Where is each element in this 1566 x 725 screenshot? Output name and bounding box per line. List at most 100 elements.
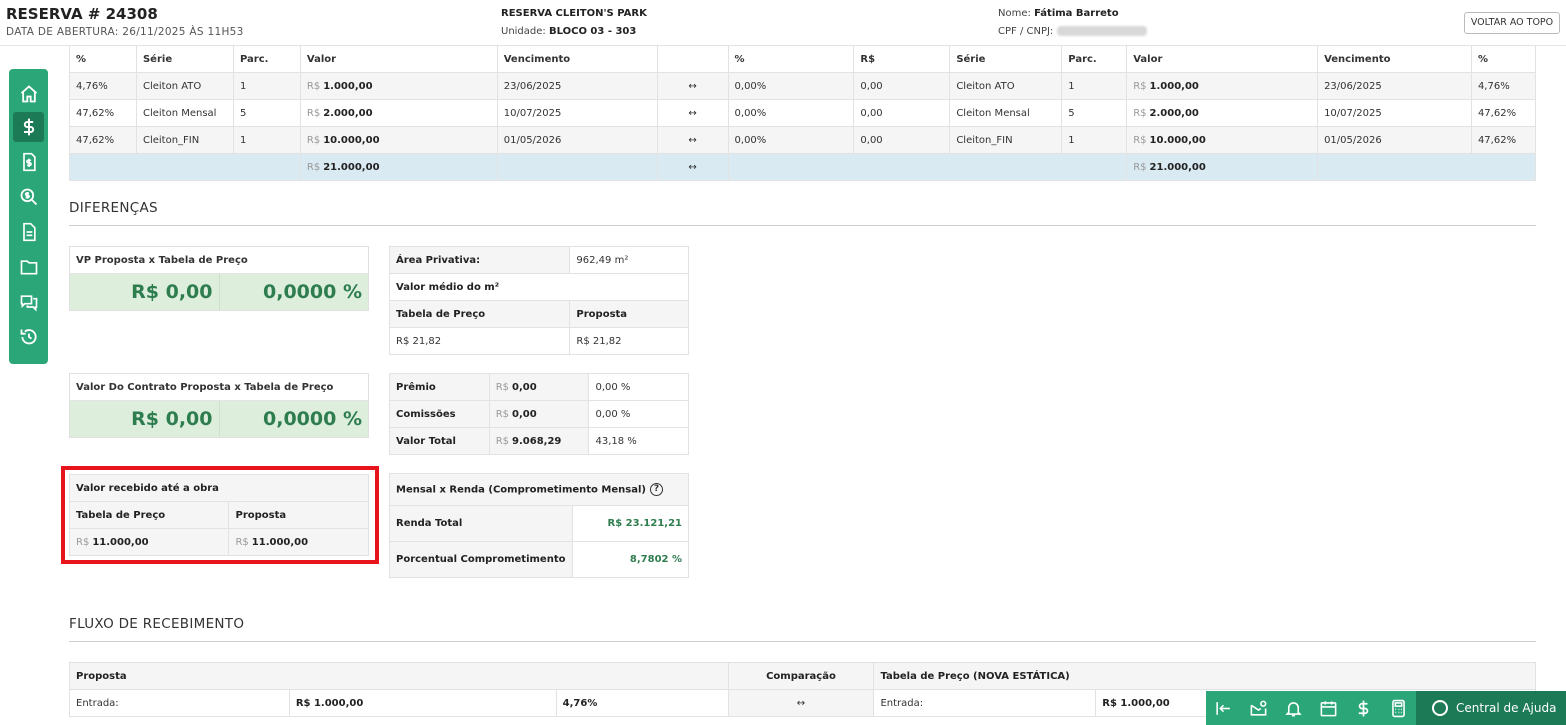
sidebar-item-history[interactable]	[13, 322, 44, 352]
sidebar-item-document[interactable]	[13, 217, 44, 247]
dollar-icon	[23, 118, 34, 136]
parc-right: 1	[1061, 72, 1128, 100]
cpf-label: CPF / CNPJ:	[998, 26, 1054, 37]
help-center-button[interactable]: Central de Ajuda	[1416, 691, 1566, 725]
comissoes-value: R$ 0,00	[488, 400, 590, 428]
section-divider	[69, 641, 1536, 642]
valor-left: R$ 2.000,00	[299, 99, 498, 127]
proposta-value: R$ 21,82	[569, 327, 689, 355]
currency: R$	[306, 107, 321, 119]
contract-diff-card: Valor Do Contrato Proposta x Tabela de P…	[69, 373, 369, 438]
pct-right: 4,76%	[1470, 72, 1537, 100]
venc-left: 23/06/2025	[496, 72, 658, 100]
home-icon	[20, 85, 37, 103]
finance-button[interactable]	[1346, 691, 1381, 725]
compare-arrow-icon: ↔	[656, 153, 729, 181]
project-name: RESERVA CLEITON'S PARK	[501, 8, 647, 19]
collapse-button[interactable]	[1206, 691, 1241, 725]
col-header	[656, 45, 729, 73]
cpf-value-redacted	[1057, 26, 1148, 36]
folder-icon	[20, 260, 37, 275]
sidebar-item-folder[interactable]	[13, 252, 44, 282]
serie-right: Cleiton Mensal	[949, 99, 1063, 127]
compare-arrow-icon: ↔	[656, 126, 729, 154]
amount: 2.000,00	[323, 107, 373, 119]
currency: R$	[495, 381, 510, 393]
col-proposta: Proposta	[569, 300, 689, 328]
compare-arrow-icon: ↔	[656, 72, 729, 100]
table-row: 4,76% Cleiton ATO 1 R$ 1.000,00 23/06/202…	[69, 72, 1537, 100]
table-row: Valor Total R$ 9.068,29 43,18 %	[389, 427, 689, 455]
mail-settings-icon	[1250, 700, 1267, 716]
comissoes-label: Comissões	[389, 400, 490, 428]
mail-settings-button[interactable]	[1241, 691, 1276, 725]
venc-right: 23/06/2025	[1317, 72, 1472, 100]
amount: 21.000,00	[323, 161, 380, 173]
col-header: Valor	[1126, 45, 1319, 73]
premio-table: Prêmio R$ 0,00 0,00 % Comissões R$ 0,00 0,…	[389, 373, 689, 455]
table-row: Tabela de Preço Proposta	[68, 501, 369, 529]
currency: R$	[495, 435, 510, 447]
table-row: Tabela de Preço Proposta	[388, 300, 689, 328]
pct-label: Porcentual Comprometimento	[389, 541, 573, 578]
name-value: Fátima Barreto	[1034, 8, 1119, 19]
sidebar-item-finance[interactable]	[13, 112, 44, 142]
valor-right: R$ 10.000,00	[1126, 126, 1319, 154]
sidebar-item-chat[interactable]	[13, 287, 44, 317]
currency: R$	[235, 536, 249, 548]
currency: R$	[495, 408, 510, 420]
serie-left: Cleiton ATO	[135, 72, 234, 100]
back-to-top-button[interactable]: VOLTAR AO TOPO	[1464, 12, 1560, 34]
entrada-label: Entrada:	[69, 689, 290, 717]
notifications-button[interactable]	[1276, 691, 1311, 725]
invoice-icon	[22, 152, 36, 172]
sidebar-nav	[9, 69, 48, 364]
opening-date: DATA DE ABERTURA: 26/11/2025 ÀS 11H53	[6, 26, 244, 38]
area-label: Área Privativa:	[388, 246, 571, 274]
compare-arrow-icon: ↔	[727, 689, 875, 717]
renda-title-cell: Mensal x Renda (Comprometimento Mensal)?	[389, 473, 689, 506]
col-header: Vencimento	[496, 45, 658, 73]
sidebar-item-analysis[interactable]	[13, 182, 44, 212]
calendar-button[interactable]	[1311, 691, 1346, 725]
table-row: Prêmio R$ 0,00 0,00 %	[389, 373, 689, 401]
col-header: Série	[949, 45, 1063, 73]
card-percent: 0,0000 %	[263, 408, 362, 430]
renda-label: Renda Total	[389, 505, 573, 542]
help-icon[interactable]: ?	[649, 483, 663, 496]
card-values: R$ 0,00 0,0000 %	[70, 401, 368, 437]
amount: 9.068,29	[512, 435, 562, 447]
calculator-button[interactable]	[1381, 691, 1416, 725]
client-name: Nome: Fátima Barreto	[998, 8, 1119, 19]
currency: R$	[1133, 161, 1147, 173]
card-value: R$ 0,00	[70, 401, 220, 437]
parc-right: 1	[1061, 126, 1128, 154]
valor-left: R$ 1.000,00	[299, 72, 498, 100]
renda-table: Mensal x Renda (Comprometimento Mensal)?…	[389, 473, 689, 578]
serie-right: Cleiton ATO	[949, 72, 1063, 100]
amount: 1.000,00	[323, 80, 373, 92]
sidebar-item-invoice[interactable]	[13, 147, 44, 177]
pct-diff: 0,00%	[727, 126, 855, 154]
currency: R$	[1133, 107, 1147, 119]
card-values: R$ 0,00 0,0000 %	[70, 274, 368, 310]
col-header: Vencimento	[1317, 45, 1472, 73]
entrada-label-right: Entrada:	[873, 689, 1097, 717]
tabela-value: R$ 21,82	[388, 327, 571, 355]
valor-total-label: Valor Total	[389, 427, 490, 455]
amount: 10.000,00	[1149, 134, 1206, 146]
col-header: %	[69, 45, 137, 73]
document-icon	[22, 222, 36, 242]
recebido-table: Valor recebido até a obra Tabela de Preç…	[68, 474, 369, 556]
pct-value: 8,7802 %	[571, 541, 689, 578]
entrada-value-left: R$ 1.000,00	[288, 689, 557, 717]
amount: 21.000,00	[1149, 161, 1206, 173]
col-header: %	[727, 45, 855, 73]
total-spacer	[727, 153, 1128, 181]
area-table: Área Privativa: 962,49 m² Valor médio do…	[388, 246, 689, 355]
chat-icon	[20, 295, 37, 312]
sidebar-item-home[interactable]	[13, 79, 44, 109]
pct-diff: 0,00%	[727, 72, 855, 100]
rs-diff: 0,00	[853, 72, 951, 100]
comissoes-pct: 0,00 %	[588, 400, 689, 428]
